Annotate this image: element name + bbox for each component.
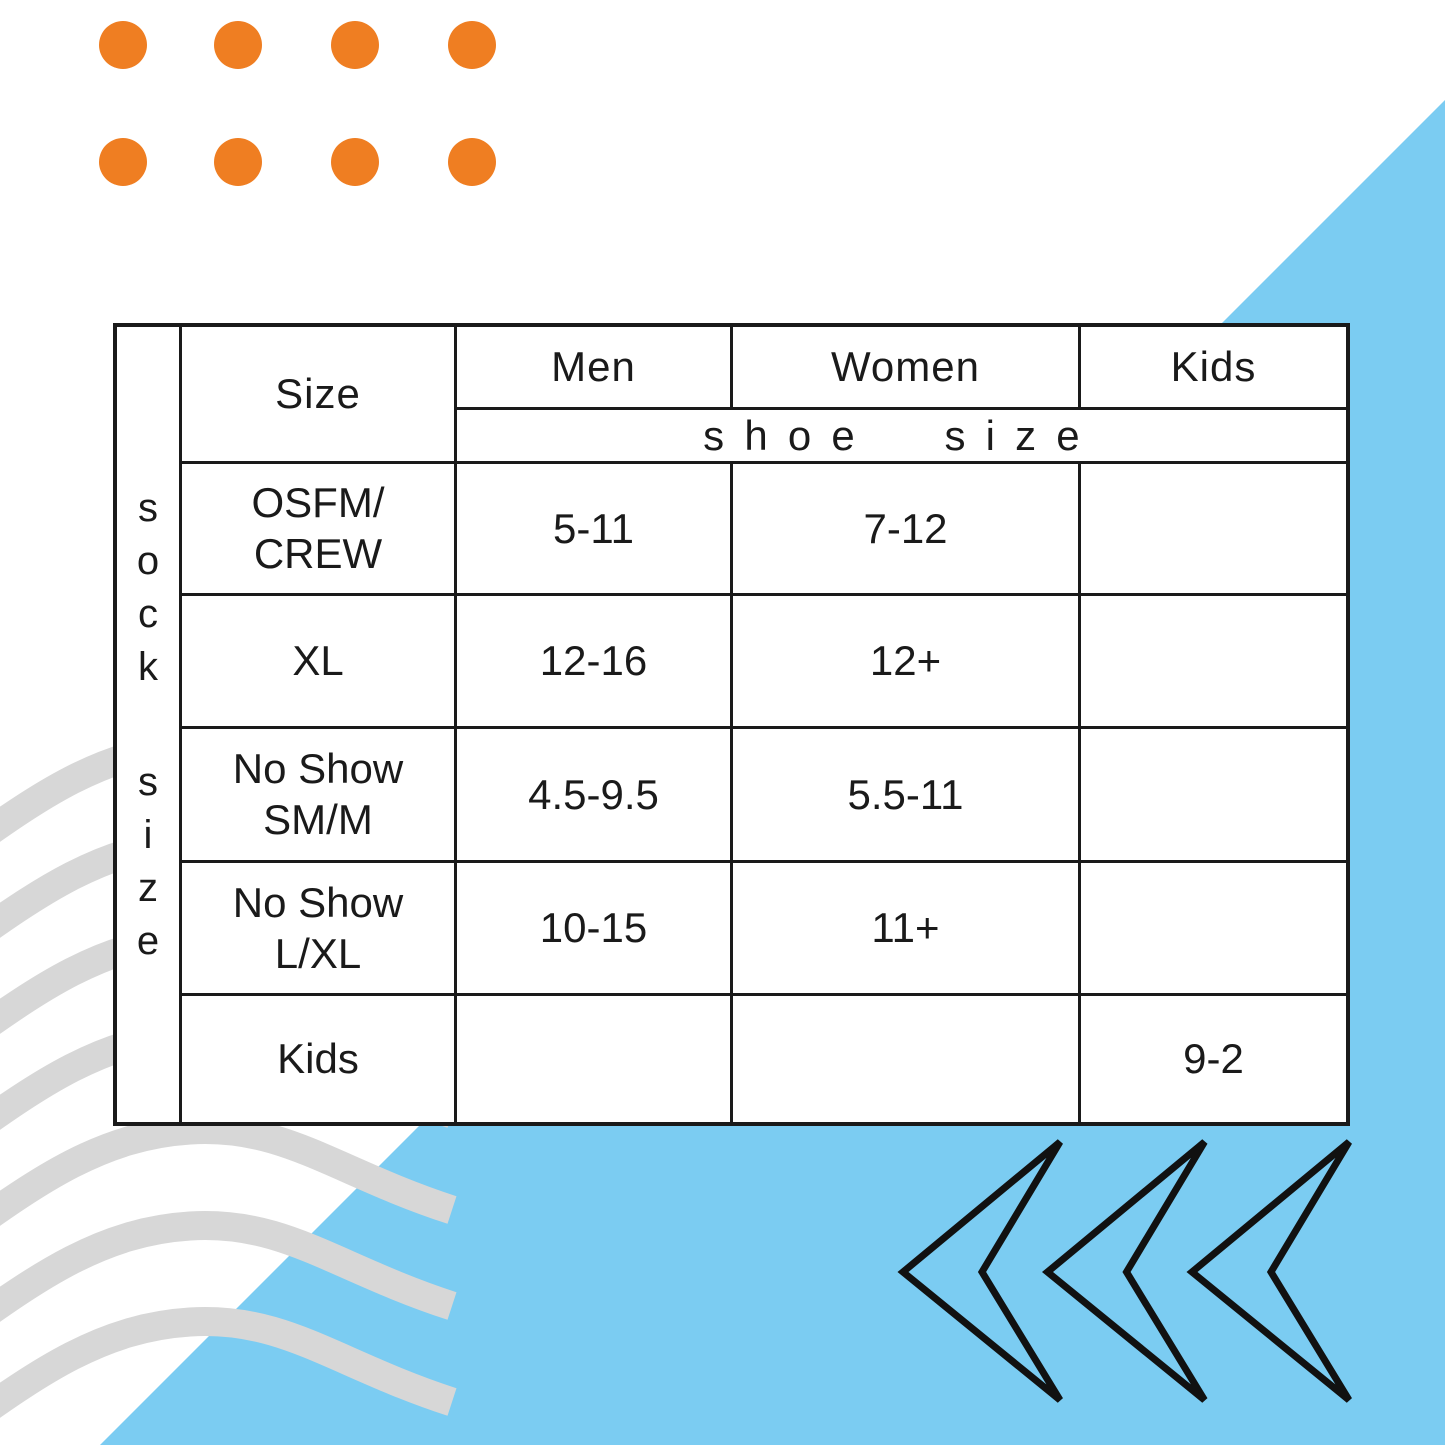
cell-kids-noshow-lxl — [1078, 859, 1350, 996]
cell-men-osfm-crew: 5-11 — [454, 460, 733, 596]
chevron-left-group — [897, 1139, 1353, 1403]
table-row: No Show L/XL 10-15 11+ — [115, 859, 1350, 996]
wave-line — [0, 1306, 457, 1418]
cell-women-kids — [730, 992, 1081, 1126]
cell-kids-xl — [1078, 592, 1350, 729]
table-row: No Show SM/M 4.5-9.5 5.5-11 — [115, 725, 1350, 863]
cell-kids-noshow-smm — [1078, 725, 1350, 863]
header-kids: Kids — [1078, 323, 1350, 410]
table-row: Kids 9-2 — [115, 992, 1350, 1126]
cell-women-xl: 12+ — [730, 592, 1081, 729]
cell-size-kids: Kids — [179, 992, 457, 1126]
cell-women-noshow-smm: 5.5-11 — [730, 725, 1081, 863]
cell-size-noshow-smm: No Show SM/M — [179, 725, 457, 863]
orange-dot — [331, 21, 379, 69]
wave-line — [0, 1114, 457, 1226]
subheader-shoe-size: shoe size — [454, 406, 1350, 464]
header-men: Men — [454, 323, 733, 410]
cell-size-osfm-crew: OSFM/ CREW — [179, 460, 457, 596]
orange-dot — [214, 21, 262, 69]
cell-kids-osfm-crew — [1078, 460, 1350, 596]
cell-men-kids — [454, 992, 733, 1126]
chevron-left-icon — [1186, 1139, 1353, 1403]
cell-men-noshow-lxl: 10-15 — [454, 859, 733, 996]
wave-line — [0, 1210, 457, 1322]
header-women: Women — [730, 323, 1081, 410]
cell-size-noshow-lxl: No Show L/XL — [179, 859, 457, 996]
table-row: OSFM/ CREW 5-11 7-12 — [115, 460, 1350, 596]
cell-men-noshow-smm: 4.5-9.5 — [454, 725, 733, 863]
orange-dot — [448, 21, 496, 69]
table-row: XL 12-16 12+ — [115, 592, 1350, 729]
cell-women-noshow-lxl: 11+ — [730, 859, 1081, 996]
orange-dot — [99, 138, 147, 186]
cell-men-xl: 12-16 — [454, 592, 733, 729]
header-size: Size — [179, 323, 457, 464]
orange-dot — [99, 21, 147, 69]
cell-kids-kids: 9-2 — [1078, 992, 1350, 1126]
chevron-left-icon — [1041, 1139, 1208, 1403]
orange-dot — [331, 138, 379, 186]
orange-dot — [214, 138, 262, 186]
cell-women-osfm-crew: 7-12 — [730, 460, 1081, 596]
orange-dot — [448, 138, 496, 186]
chevron-left-icon — [897, 1139, 1064, 1403]
cell-size-xl: XL — [179, 592, 457, 729]
